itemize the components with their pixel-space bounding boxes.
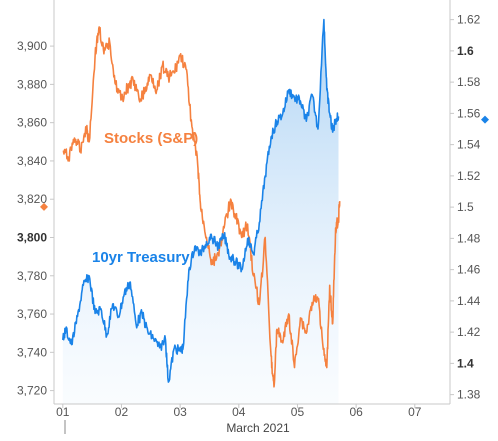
- right-tick-label: 1.6: [457, 44, 474, 58]
- left-tick-label: 3,720: [17, 384, 47, 398]
- x-axis-ticks: 01 02 03 04 05 06 07: [56, 404, 422, 419]
- right-tick-label: 1.38: [457, 388, 481, 402]
- left-tick-label: 3,880: [17, 77, 47, 91]
- treasury-area-fill: [62, 19, 339, 404]
- left-tick-label: 3,800: [17, 230, 47, 244]
- right-tick-label: 1.56: [457, 106, 481, 120]
- left-axis-ticks: 3,720 3,740 3,760 3,780 3,800 3,820 3,840 3,860…: [17, 39, 54, 398]
- right-tick-label: 1.48: [457, 231, 481, 245]
- right-tick-label: 1.62: [457, 13, 481, 27]
- series-annotations: Stocks (S&P) 10yr Treasury: [92, 130, 198, 266]
- sp500-last-value-marker: [40, 202, 48, 211]
- right-tick-label: 1.5: [457, 200, 474, 214]
- right-tick-label: 1.46: [457, 263, 481, 277]
- right-axis-ticks: 1.38 1.4 1.42 1.44 1.46 1.48 1.5 1.52 1.54 1.56 1.…: [450, 13, 481, 402]
- left-tick-label: 3,820: [17, 192, 47, 206]
- right-tick-label: 1.44: [457, 294, 481, 308]
- x-tick-label: 07: [408, 405, 422, 419]
- right-tick-label: 1.4: [457, 356, 474, 370]
- left-tick-label: 3,900: [17, 39, 47, 53]
- treasury-annotation: 10yr Treasury: [92, 249, 190, 266]
- left-tick-label: 3,740: [17, 345, 47, 359]
- x-axis-month-label: March 2021: [226, 421, 290, 435]
- sp500-annotation: Stocks (S&P): [104, 130, 198, 147]
- x-tick-label: 06: [349, 405, 363, 419]
- x-tick-label: 03: [173, 405, 187, 419]
- sp500-line: [62, 26, 341, 388]
- left-tick-label: 3,780: [17, 269, 47, 283]
- x-tick-label: 01: [56, 405, 70, 419]
- left-tick-label: 3,840: [17, 154, 47, 168]
- series-lines: [62, 18, 341, 388]
- treasury-last-value-marker: [481, 115, 489, 124]
- x-tick-label: 05: [291, 405, 305, 419]
- treasury-area: [62, 19, 339, 404]
- left-tick-label: 3,760: [17, 307, 47, 321]
- right-tick-label: 1.42: [457, 325, 481, 339]
- x-tick-label: 02: [115, 405, 129, 419]
- x-tick-label: 04: [232, 405, 246, 419]
- right-tick-label: 1.54: [457, 138, 481, 152]
- axis-markers: [40, 115, 489, 211]
- treasury-line: [62, 18, 340, 383]
- left-tick-label: 3,860: [17, 116, 47, 130]
- right-tick-label: 1.52: [457, 169, 481, 183]
- right-tick-label: 1.58: [457, 75, 481, 89]
